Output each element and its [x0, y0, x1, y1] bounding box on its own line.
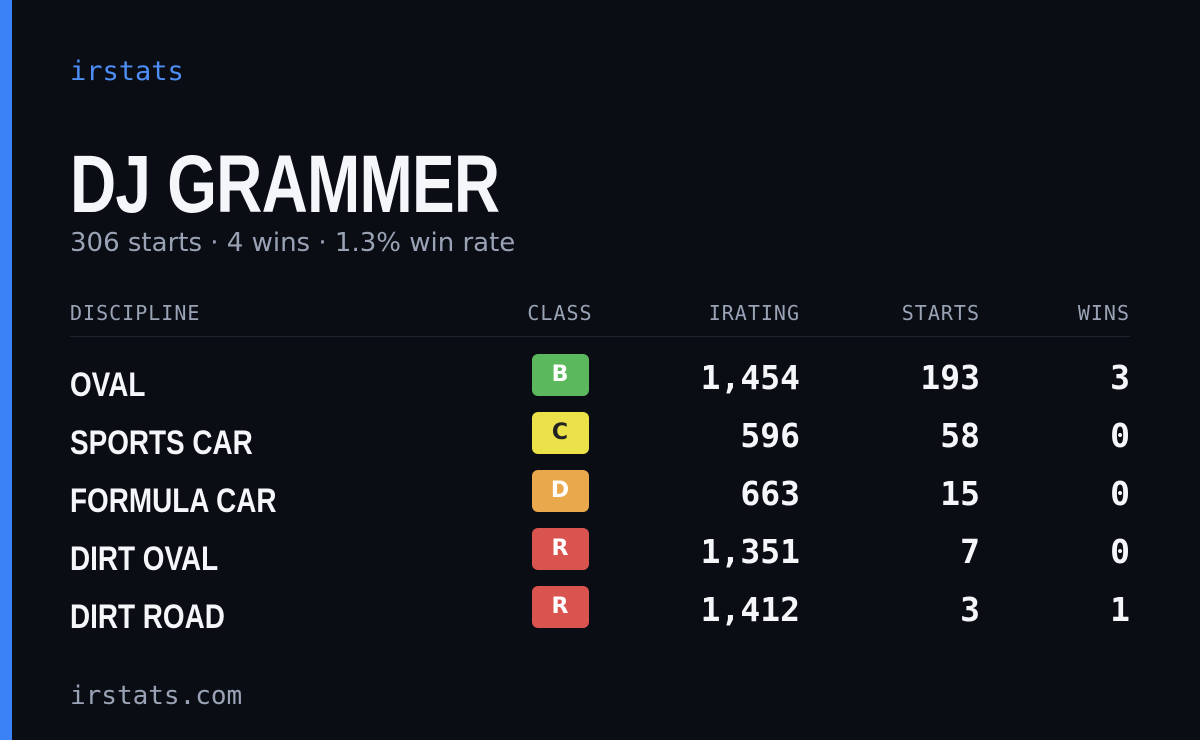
column-header: DISCIPLINE [70, 301, 201, 325]
class-badge: R [531, 528, 589, 570]
driver-name: DJ GRAMMER [70, 139, 500, 230]
discipline: DIRT OVAL [70, 540, 219, 578]
starts: 193 [920, 358, 980, 397]
class-badge: D [531, 470, 589, 512]
column-header: CLASS [527, 301, 593, 325]
class-badge: B [531, 354, 589, 396]
starts: 7 [960, 532, 980, 571]
discipline: DIRT ROAD [70, 598, 225, 636]
header-rule [70, 336, 1130, 337]
starts: 58 [940, 416, 980, 455]
footer: irstats.com [70, 681, 243, 711]
class-badge: C [531, 412, 589, 454]
irating: 1,412 [700, 590, 800, 629]
accent-bar [0, 0, 12, 740]
irating: 663 [740, 474, 800, 513]
wins: 3 [1110, 358, 1130, 397]
class-badge: R [531, 586, 589, 628]
wins: 0 [1110, 532, 1130, 571]
column-header: IRATING [708, 301, 800, 325]
brand: irstats [70, 56, 184, 87]
wins: 0 [1110, 416, 1130, 455]
wins: 0 [1110, 474, 1130, 513]
discipline: SPORTS CAR [70, 424, 253, 462]
wins: 1 [1110, 590, 1130, 629]
irating: 1,351 [700, 532, 800, 571]
discipline: OVAL [70, 366, 146, 404]
discipline: FORMULA CAR [70, 482, 277, 520]
starts: 3 [960, 590, 980, 629]
column-header: WINS [1077, 301, 1130, 325]
starts: 15 [940, 474, 980, 513]
irating: 596 [740, 416, 800, 455]
driver-summary: 306 starts · 4 wins · 1.3% win rate [70, 228, 516, 258]
column-header: STARTS [901, 301, 980, 325]
irating: 1,454 [700, 358, 800, 397]
